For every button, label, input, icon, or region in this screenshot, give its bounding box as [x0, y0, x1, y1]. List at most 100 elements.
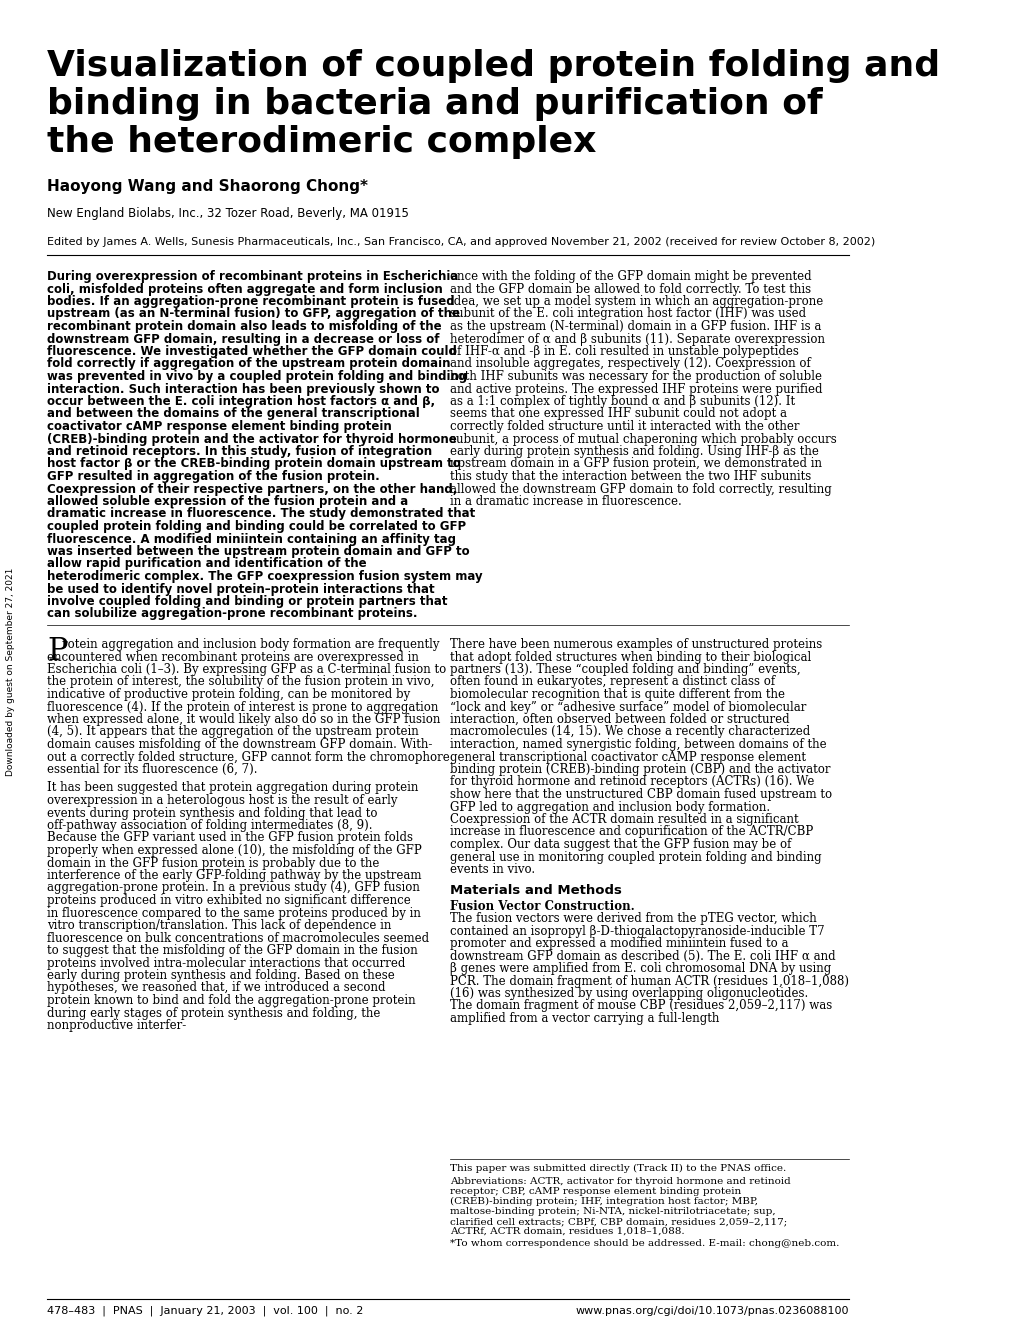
- Text: recombinant protein domain also leads to misfolding of the: recombinant protein domain also leads to…: [47, 320, 441, 333]
- Text: involve coupled folding and binding or protein partners that: involve coupled folding and binding or p…: [47, 595, 447, 607]
- Text: New England Biolabs, Inc., 32 Tozer Road, Beverly, MA 01915: New England Biolabs, Inc., 32 Tozer Road…: [47, 207, 409, 220]
- Text: during early stages of protein synthesis and folding, the: during early stages of protein synthesis…: [47, 1007, 380, 1020]
- Text: allowed soluble expression of the fusion protein and a: allowed soluble expression of the fusion…: [47, 495, 408, 508]
- Text: promoter and expressed a modified miniintein fused to a: promoter and expressed a modified miniin…: [449, 937, 788, 950]
- Text: and between the domains of the general transcriptional: and between the domains of the general t…: [47, 407, 420, 421]
- Text: fold correctly if aggregation of the upstream protein domain: fold correctly if aggregation of the ups…: [47, 358, 450, 371]
- Text: idea, we set up a model system in which an aggregation-prone: idea, we set up a model system in which …: [449, 294, 822, 308]
- Text: encountered when recombinant proteins are overexpressed in: encountered when recombinant proteins ar…: [47, 650, 419, 664]
- Text: ACTRf, ACTR domain, residues 1,018–1,088.: ACTRf, ACTR domain, residues 1,018–1,088…: [449, 1227, 684, 1236]
- Text: macromolecules (14, 15). We chose a recently characterized: macromolecules (14, 15). We chose a rece…: [449, 726, 810, 738]
- Text: biomolecular recognition that is quite different from the: biomolecular recognition that is quite d…: [449, 688, 785, 702]
- Text: heterodimer of α and β subunits (11). Separate overexpression: heterodimer of α and β subunits (11). Se…: [449, 332, 824, 345]
- Text: partners (13). These “coupled folding and binding” events,: partners (13). These “coupled folding an…: [449, 663, 800, 676]
- Text: Coexpression of their respective partners, on the other hand,: Coexpression of their respective partner…: [47, 482, 458, 496]
- Text: in fluorescence compared to the same proteins produced by in: in fluorescence compared to the same pro…: [47, 906, 421, 919]
- Text: correctly folded structure until it interacted with the other: correctly folded structure until it inte…: [449, 419, 799, 433]
- Text: GFP led to aggregation and inclusion body formation.: GFP led to aggregation and inclusion bod…: [449, 801, 769, 813]
- Text: early during protein synthesis and folding. Based on these: early during protein synthesis and foldi…: [47, 969, 394, 982]
- Text: was inserted between the upstream protein domain and GFP to: was inserted between the upstream protei…: [47, 546, 470, 558]
- Text: allow rapid purification and identification of the: allow rapid purification and identificat…: [47, 558, 367, 570]
- Text: downstream GFP domain, resulting in a decrease or loss of: downstream GFP domain, resulting in a de…: [47, 332, 439, 345]
- Text: heterodimeric complex. The GFP coexpression fusion system may: heterodimeric complex. The GFP coexpress…: [47, 570, 482, 583]
- Text: interaction. Such interaction has been previously shown to: interaction. Such interaction has been p…: [47, 383, 439, 395]
- Text: protein known to bind and fold the aggregation-prone protein: protein known to bind and fold the aggre…: [47, 995, 416, 1007]
- Text: domain in the GFP fusion protein is probably due to the: domain in the GFP fusion protein is prob…: [47, 856, 379, 870]
- Text: (CREB)-binding protein and the activator for thyroid hormone: (CREB)-binding protein and the activator…: [47, 433, 457, 445]
- Text: increase in fluorescence and copurification of the ACTR/CBP: increase in fluorescence and copurificat…: [449, 825, 813, 839]
- Text: and insoluble aggregates, respectively (12). Coexpression of: and insoluble aggregates, respectively (…: [449, 358, 810, 371]
- Text: maltose-binding protein; Ni-NTA, nickel-nitrilotriacetate; sup,: maltose-binding protein; Ni-NTA, nickel-…: [449, 1207, 775, 1216]
- Text: receptor; CBP, cAMP response element binding protein: receptor; CBP, cAMP response element bin…: [449, 1187, 741, 1196]
- Text: and retinoid receptors. In this study, fusion of integration: and retinoid receptors. In this study, f…: [47, 445, 432, 458]
- Text: upstream (as an N-terminal fusion) to GFP, aggregation of the: upstream (as an N-terminal fusion) to GF…: [47, 308, 460, 320]
- Text: hypotheses, we reasoned that, if we introduced a second: hypotheses, we reasoned that, if we intr…: [47, 981, 385, 995]
- Text: Fusion Vector Construction.: Fusion Vector Construction.: [449, 899, 635, 913]
- Text: proteins involved intra-molecular interactions that occurred: proteins involved intra-molecular intera…: [47, 957, 406, 969]
- Text: downstream GFP domain as described (5). The E. coli IHF α and: downstream GFP domain as described (5). …: [449, 949, 835, 962]
- Text: Escherichia coli (1–3). By expressing GFP as a C-terminal fusion to: Escherichia coli (1–3). By expressing GF…: [47, 663, 446, 676]
- Text: (CREB)-binding protein; IHF, integration host factor; MBP,: (CREB)-binding protein; IHF, integration…: [449, 1198, 757, 1206]
- Text: occur between the E. coli integration host factors α and β,: occur between the E. coli integration ho…: [47, 395, 435, 409]
- Text: fluorescence. A modified miniintein containing an affinity tag: fluorescence. A modified miniintein cont…: [47, 532, 455, 546]
- Text: rotein aggregation and inclusion body formation are frequently: rotein aggregation and inclusion body fo…: [62, 638, 439, 650]
- Text: domain causes misfolding of the downstream GFP domain. With-: domain causes misfolding of the downstre…: [47, 738, 432, 751]
- Text: indicative of productive protein folding, can be monitored by: indicative of productive protein folding…: [47, 688, 410, 702]
- Text: off-pathway association of folding intermediates (8, 9).: off-pathway association of folding inter…: [47, 818, 372, 832]
- Text: host factor β or the CREB-binding protein domain upstream to: host factor β or the CREB-binding protei…: [47, 457, 461, 470]
- Text: contained an isopropyl β-D-thiogalactopyranoside-inducible T7: contained an isopropyl β-D-thiogalactopy…: [449, 925, 824, 938]
- Text: interaction, often observed between folded or structured: interaction, often observed between fold…: [449, 714, 789, 726]
- Text: aggregation-prone protein. In a previous study (4), GFP fusion: aggregation-prone protein. In a previous…: [47, 882, 420, 895]
- Text: www.pnas.org/cgi/doi/10.1073/pnas.0236088100: www.pnas.org/cgi/doi/10.1073/pnas.023608…: [575, 1306, 848, 1316]
- Text: the protein of interest, the solubility of the fusion protein in vivo,: the protein of interest, the solubility …: [47, 676, 434, 688]
- Text: essential for its fluorescence (6, 7).: essential for its fluorescence (6, 7).: [47, 763, 258, 775]
- Text: 478–483  |  PNAS  |  January 21, 2003  |  vol. 100  |  no. 2: 478–483 | PNAS | January 21, 2003 | vol.…: [47, 1306, 363, 1317]
- Text: this study that the interaction between the two IHF subunits: this study that the interaction between …: [449, 470, 811, 482]
- Text: show here that the unstructured CBP domain fused upstream to: show here that the unstructured CBP doma…: [449, 788, 832, 801]
- Text: and the GFP domain be allowed to fold correctly. To test this: and the GFP domain be allowed to fold co…: [449, 282, 810, 296]
- Text: dramatic increase in fluorescence. The study demonstrated that: dramatic increase in fluorescence. The s…: [47, 508, 475, 520]
- Text: Haoyong Wang and Shaorong Chong*: Haoyong Wang and Shaorong Chong*: [47, 179, 368, 194]
- Text: Downloaded by guest on September 27, 2021: Downloaded by guest on September 27, 202…: [6, 567, 15, 777]
- Text: to suggest that the misfolding of the GFP domain in the fusion: to suggest that the misfolding of the GF…: [47, 943, 418, 957]
- Text: the heterodimeric complex: the heterodimeric complex: [47, 125, 596, 159]
- Text: Abbreviations: ACTR, activator for thyroid hormone and retinoid: Abbreviations: ACTR, activator for thyro…: [449, 1177, 790, 1185]
- Text: There have been numerous examples of unstructured proteins: There have been numerous examples of uns…: [449, 638, 821, 650]
- Text: Coexpression of the ACTR domain resulted in a significant: Coexpression of the ACTR domain resulted…: [449, 813, 798, 827]
- Text: and active proteins. The expressed IHF proteins were purified: and active proteins. The expressed IHF p…: [449, 383, 822, 395]
- Text: ence with the folding of the GFP domain might be prevented: ence with the folding of the GFP domain …: [449, 270, 811, 284]
- Text: PCR. The domain fragment of human ACTR (residues 1,018–1,088): PCR. The domain fragment of human ACTR (…: [449, 974, 849, 988]
- Text: as a 1:1 complex of tightly bound α and β subunits (12). It: as a 1:1 complex of tightly bound α and …: [449, 395, 795, 409]
- Text: out a correctly folded structure, GFP cannot form the chromophore: out a correctly folded structure, GFP ca…: [47, 750, 449, 763]
- Text: coupled protein folding and binding could be correlated to GFP: coupled protein folding and binding coul…: [47, 520, 466, 534]
- Text: both IHF subunits was necessary for the production of soluble: both IHF subunits was necessary for the …: [449, 370, 821, 383]
- Text: Materials and Methods: Materials and Methods: [449, 883, 622, 896]
- Text: when expressed alone, it would likely also do so in the GFP fusion: when expressed alone, it would likely al…: [47, 714, 440, 726]
- Text: complex. Our data suggest that the GFP fusion may be of: complex. Our data suggest that the GFP f…: [449, 839, 791, 851]
- Text: amplified from a vector carrying a full-length: amplified from a vector carrying a full-…: [449, 1012, 719, 1025]
- Text: be used to identify novel protein–protein interactions that: be used to identify novel protein–protei…: [47, 582, 434, 595]
- Text: can solubilize aggregation-prone recombinant proteins.: can solubilize aggregation-prone recombi…: [47, 607, 417, 621]
- Text: interference of the early GFP-folding pathway by the upstream: interference of the early GFP-folding pa…: [47, 870, 421, 882]
- Text: events in vivo.: events in vivo.: [449, 863, 535, 876]
- Text: was prevented in vivo by a coupled protein folding and binding: was prevented in vivo by a coupled prote…: [47, 370, 467, 383]
- Text: allowed the downstream GFP domain to fold correctly, resulting: allowed the downstream GFP domain to fol…: [449, 482, 832, 496]
- Text: as the upstream (N-terminal) domain in a GFP fusion. IHF is a: as the upstream (N-terminal) domain in a…: [449, 320, 821, 333]
- Text: general transcriptional coactivator cAMP response element: general transcriptional coactivator cAMP…: [449, 750, 805, 763]
- Text: fluorescence (4). If the protein of interest is prone to aggregation: fluorescence (4). If the protein of inte…: [47, 700, 438, 714]
- Text: During overexpression of recombinant proteins in Escherichia: During overexpression of recombinant pro…: [47, 270, 459, 284]
- Text: in a dramatic increase in fluorescence.: in a dramatic increase in fluorescence.: [449, 495, 682, 508]
- Text: GFP resulted in aggregation of the fusion protein.: GFP resulted in aggregation of the fusio…: [47, 470, 379, 482]
- Text: proteins produced in vitro exhibited no significant difference: proteins produced in vitro exhibited no …: [47, 894, 411, 907]
- Text: Edited by James A. Wells, Sunesis Pharmaceuticals, Inc., San Francisco, CA, and : Edited by James A. Wells, Sunesis Pharma…: [47, 237, 874, 247]
- Text: coli, misfolded proteins often aggregate and form inclusion: coli, misfolded proteins often aggregate…: [47, 282, 442, 296]
- Text: subunit, a process of mutual chaperoning which probably occurs: subunit, a process of mutual chaperoning…: [449, 433, 837, 445]
- Text: coactivator cAMP response element binding protein: coactivator cAMP response element bindin…: [47, 419, 391, 433]
- Text: This paper was submitted directly (Track II) to the PNAS office.: This paper was submitted directly (Track…: [449, 1164, 786, 1173]
- Text: β genes were amplified from E. coli chromosomal DNA by using: β genes were amplified from E. coli chro…: [449, 962, 830, 974]
- Text: fluorescence on bulk concentrations of macromolecules seemed: fluorescence on bulk concentrations of m…: [47, 931, 429, 945]
- Text: (16) was synthesized by using overlapping oligonucleotides.: (16) was synthesized by using overlappin…: [449, 986, 808, 1000]
- Text: The fusion vectors were derived from the pTEG vector, which: The fusion vectors were derived from the…: [449, 913, 816, 925]
- Text: upstream domain in a GFP fusion protein, we demonstrated in: upstream domain in a GFP fusion protein,…: [449, 457, 821, 470]
- Text: clarified cell extracts; CBPf, CBP domain, residues 2,059–2,117;: clarified cell extracts; CBPf, CBP domai…: [449, 1218, 787, 1226]
